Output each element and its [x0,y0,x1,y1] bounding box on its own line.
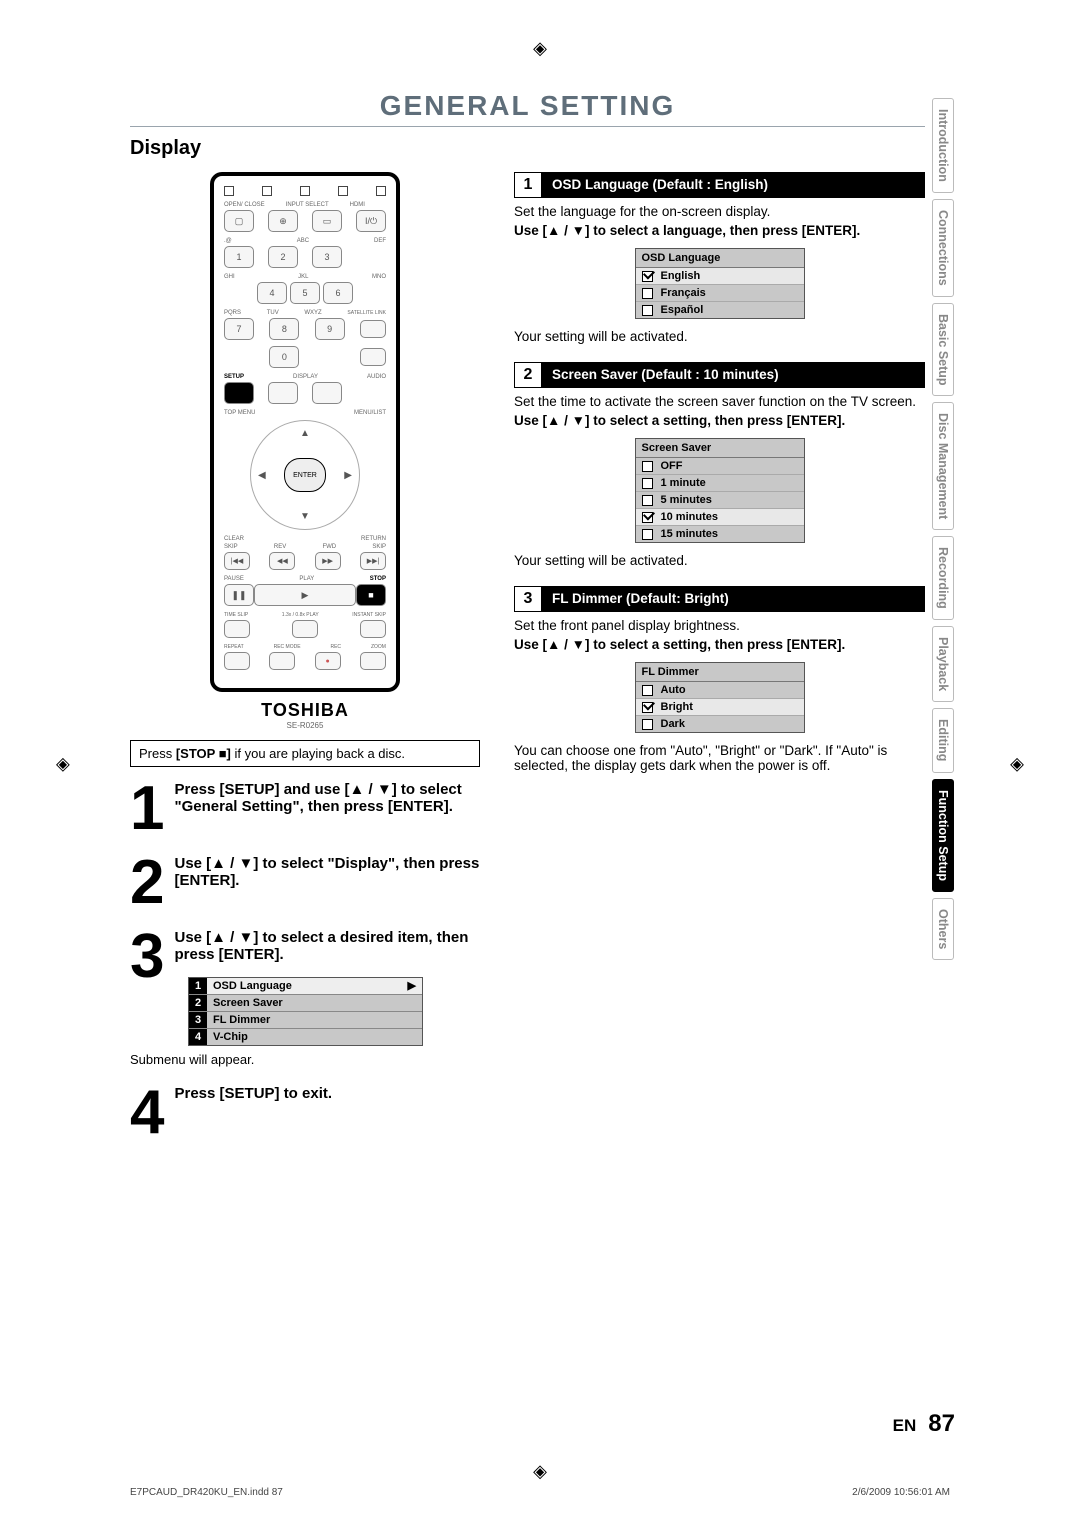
option-row: Dark [636,716,804,732]
option-row: 5 minutes [636,492,804,509]
step-text: Press [SETUP] and use [▲ / ▼] to select … [130,781,480,815]
checkbox-icon [642,495,653,506]
divider [130,126,925,127]
option-box: OSD LanguageEnglishFrançaisEspañol [635,248,805,319]
step-number: 1 [130,781,164,837]
checkbox-icon [642,478,653,489]
submenu-box: 1OSD Language▶2Screen Saver3FL Dimmer4V-… [188,977,423,1046]
stop-note: Press [STOP ■] if you are playing back a… [130,740,480,767]
setting-after-note: You can choose one from "Auto", "Bright"… [514,743,925,773]
footer-right: 2/6/2009 10:56:01 AM [852,1487,950,1498]
brand-label: TOSHIBA [130,700,480,721]
checkbox-icon [642,288,653,299]
checkbox-icon [642,529,653,540]
setting-desc: Set the front panel display brightness. [514,618,925,633]
page-title: GENERAL SETTING [130,90,925,122]
step-number: 3 [130,929,164,985]
step-text: Use [▲ / ▼] to select "Display", then pr… [130,855,480,889]
option-row: Español [636,302,804,318]
setting-after-note: Your setting will be activated. [514,553,925,568]
option-row: Bright [636,699,804,716]
footer-left: E7PCAUD_DR420KU_EN.indd 87 [130,1487,283,1498]
crop-mark-icon: ◈ [533,38,547,59]
option-row: Auto [636,682,804,699]
side-tab: Recording [932,536,954,620]
setting-header: 2Screen Saver (Default : 10 minutes) [514,362,925,388]
option-box: FL DimmerAutoBrightDark [635,662,805,733]
step-4: 4Press [SETUP] to exit. [130,1085,480,1141]
step-subtext: Submenu will appear. [130,1052,480,1067]
step-text: Use [▲ / ▼] to select a desired item, th… [130,929,480,963]
crop-mark-icon: ◈ [533,1461,547,1482]
model-label: SE-R0265 [130,721,480,730]
side-tab: Disc Management [932,402,954,530]
setting-desc: Set the language for the on-screen displ… [514,204,925,219]
submenu-item: 3FL Dimmer [189,1012,422,1029]
step-number: 4 [130,1085,164,1141]
step-1: 1Press [SETUP] and use [▲ / ▼] to select… [130,781,480,837]
setting-header: 3FL Dimmer (Default: Bright) [514,586,925,612]
side-tab: Playback [932,626,954,702]
crop-mark-icon: ◈ [1010,754,1024,775]
step-2: 2Use [▲ / ▼] to select "Display", then p… [130,855,480,911]
submenu-item: 4V-Chip [189,1029,422,1045]
setting-header: 1OSD Language (Default : English) [514,172,925,198]
side-tab: Function Setup [932,779,954,892]
submenu-item: 1OSD Language▶ [189,978,422,995]
side-tab: Connections [932,199,954,297]
option-row: English [636,268,804,285]
remote-control-illustration: OPEN/ CLOSEINPUT SELECTHDMI ▢ ⊕ ▭ I/⏻ .@… [210,172,400,692]
step-text: Press [SETUP] to exit. [130,1085,480,1102]
option-row: OFF [636,458,804,475]
option-box: Screen SaverOFF1 minute5 minutes10 minut… [635,438,805,543]
checkbox-icon [642,461,653,472]
section-heading: Display [130,137,925,160]
setting-after-note: Your setting will be activated. [514,329,925,344]
option-row: Français [636,285,804,302]
setting-desc: Set the time to activate the screen save… [514,394,925,409]
page-number: EN87 [893,1410,955,1438]
checkbox-icon [642,305,653,316]
option-row: 10 minutes [636,509,804,526]
step-3: 3Use [▲ / ▼] to select a desired item, t… [130,929,480,1067]
setting-instruction: Use [▲ / ▼] to select a language, then p… [514,223,925,238]
checkbox-icon [642,512,653,523]
option-row: 15 minutes [636,526,804,542]
side-tab: Basic Setup [932,303,954,397]
checkbox-icon [642,271,653,282]
checkbox-icon [642,702,653,713]
crop-mark-icon: ◈ [56,754,70,775]
checkbox-icon [642,719,653,730]
option-row: 1 minute [636,475,804,492]
step-number: 2 [130,855,164,911]
setting-instruction: Use [▲ / ▼] to select a setting, then pr… [514,413,925,428]
checkbox-icon [642,685,653,696]
side-tab: Others [932,898,954,960]
setting-instruction: Use [▲ / ▼] to select a setting, then pr… [514,637,925,652]
side-tab: Introduction [932,98,954,193]
submenu-item: 2Screen Saver [189,995,422,1012]
side-tab: Editing [932,708,954,772]
